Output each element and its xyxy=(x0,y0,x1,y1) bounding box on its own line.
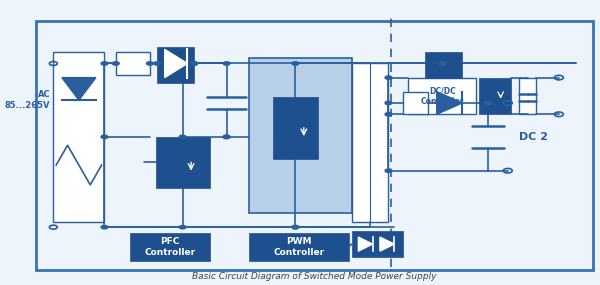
Circle shape xyxy=(292,225,299,229)
Circle shape xyxy=(101,225,108,229)
Circle shape xyxy=(385,169,392,172)
Circle shape xyxy=(101,135,108,139)
Circle shape xyxy=(292,225,299,229)
Text: PWM
Controller: PWM Controller xyxy=(274,237,325,256)
Bar xyxy=(36,21,593,270)
Circle shape xyxy=(385,101,392,105)
Polygon shape xyxy=(164,49,187,78)
Bar xyxy=(157,46,194,83)
Text: DC/DC
Controller: DC/DC Controller xyxy=(421,86,464,106)
Circle shape xyxy=(179,62,186,65)
Bar xyxy=(53,52,104,221)
Circle shape xyxy=(439,62,446,65)
Circle shape xyxy=(223,135,230,139)
Bar xyxy=(249,233,349,261)
Circle shape xyxy=(484,101,491,105)
Polygon shape xyxy=(380,237,394,251)
Polygon shape xyxy=(437,92,462,114)
Bar xyxy=(403,92,428,114)
Polygon shape xyxy=(62,78,96,100)
Bar xyxy=(479,78,511,114)
Circle shape xyxy=(112,62,119,65)
Circle shape xyxy=(154,62,161,65)
Bar xyxy=(155,137,209,188)
Circle shape xyxy=(223,62,230,65)
Circle shape xyxy=(385,113,392,116)
Bar xyxy=(352,64,388,221)
Circle shape xyxy=(223,135,230,139)
Bar xyxy=(249,58,352,213)
Text: AC
85...265V: AC 85...265V xyxy=(5,90,50,110)
Circle shape xyxy=(179,225,186,229)
Circle shape xyxy=(292,62,299,65)
Text: PFC
Controller: PFC Controller xyxy=(144,237,196,256)
Bar xyxy=(352,231,403,257)
Text: Basic Circuit Diagram of Switched Mode Power Supply: Basic Circuit Diagram of Switched Mode P… xyxy=(193,272,437,281)
Polygon shape xyxy=(358,237,373,251)
Bar xyxy=(519,78,536,114)
Circle shape xyxy=(385,76,392,79)
Bar xyxy=(116,52,150,75)
Circle shape xyxy=(101,62,108,65)
Circle shape xyxy=(179,135,186,139)
Circle shape xyxy=(191,62,197,65)
Circle shape xyxy=(191,62,197,65)
Bar xyxy=(272,97,318,159)
Circle shape xyxy=(146,62,154,65)
Bar xyxy=(425,52,462,78)
Bar xyxy=(130,233,209,261)
Bar xyxy=(409,78,476,114)
Text: DC 2: DC 2 xyxy=(519,132,548,142)
Circle shape xyxy=(179,62,186,65)
